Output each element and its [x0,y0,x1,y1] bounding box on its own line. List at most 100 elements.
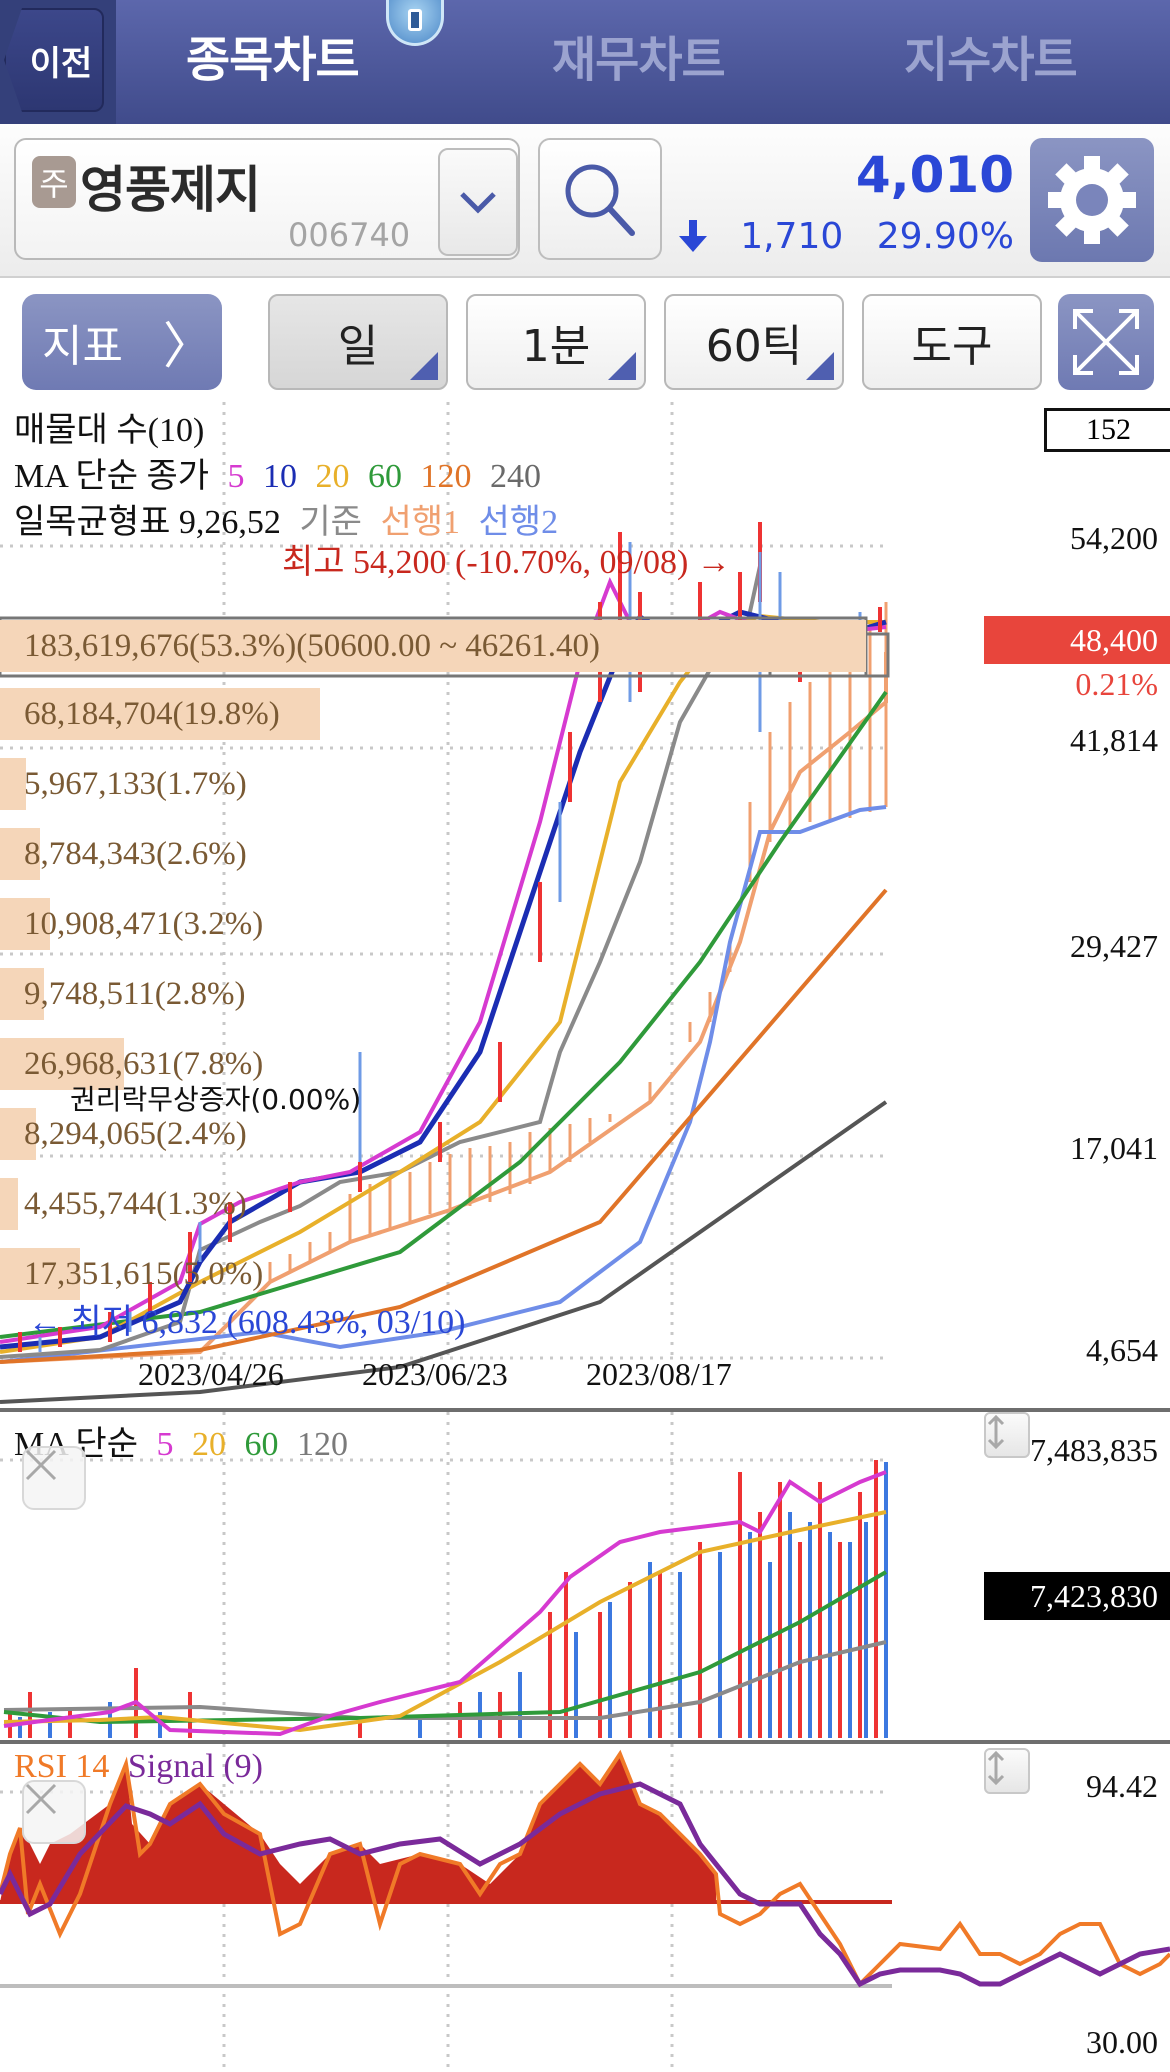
stock-dropdown-button[interactable] [438,148,518,256]
vertical-resize-icon [987,1414,1005,1450]
volume-profile-legend: 매물대 수(10) [14,412,205,449]
ma-20-label: 20 [315,458,350,495]
rsi-chart-panel[interactable]: RSI 14 Signal (9) 94.42 30.00 [0,1744,1170,2072]
expand-button[interactable] [1058,294,1154,390]
volume-profile-bar: 8,294,065(2.4%) [0,1108,247,1160]
ichimoku-span2-label: 선행2 [478,504,559,541]
volume-y-max-label: 7,483,835 [1030,1432,1158,1468]
chevron-down-icon [460,192,496,214]
tools-label: 도구 [911,321,993,372]
stock-code: 006740 [288,216,411,254]
tools-button[interactable]: 도구 [862,294,1042,390]
y-axis-label: 17,041 [1070,1130,1158,1166]
vol-ma-120-label: 120 [296,1426,348,1463]
stock-name: 영풍제지 [80,161,261,219]
volume-ma-legend: MA 단순 5 20 60 120 [14,1416,358,1465]
vol-ma-20-label: 20 [191,1426,226,1463]
indicator-button[interactable]: 지표 〉 [22,294,222,390]
price-change: 1,710 29.90% [678,216,1014,257]
close-rsi-panel-button[interactable] [22,1780,86,1844]
ma-10-label: 10 [263,458,298,495]
price-chart-panel[interactable]: 매물대 수(10) MA 단순 종가 5 10 20 60 120 240 일목… [0,402,1170,1410]
x-axis-label: 2023/04/26 [138,1356,284,1392]
period-day-button[interactable]: 일 [268,294,448,390]
y-axis-label: 29,427 [1070,928,1158,964]
tab-financial-chart[interactable]: 재무차트 [552,32,726,88]
rsi-legend: RSI 14 Signal (9) [14,1748,273,1786]
phone-rotate-icon[interactable] [386,0,444,46]
volume-profile-bar: 17,351,615(5.0%) [0,1248,263,1300]
dropdown-corner-icon [806,352,834,380]
ichimoku-base-label: 기준 [299,504,362,541]
price-chart-canvas[interactable] [0,402,1170,1410]
stock-selector[interactable]: 주 영풍제지 006740 [14,138,520,260]
vol-ma-60-label: 60 [244,1426,279,1463]
back-button[interactable]: 이전 [4,8,104,112]
x-axis-label: 2023/08/17 [586,1356,732,1392]
down-arrow-icon [678,220,707,252]
current-price-tag: 48,400 [984,616,1170,664]
volume-profile-bar: 5,967,133(1.7%) [0,758,247,810]
low-price-annotation: ← 최저 6,832 (608.43%, 03/10) [28,1304,466,1341]
minute-button[interactable]: 1분 [466,294,646,390]
volume-profile-bar: 4,455,744(1.3%) [0,1178,247,1230]
volume-profile-bar: 9,748,511(2.8%) [0,968,246,1020]
indicator-label: 지표 [42,321,123,372]
search-icon [565,164,635,236]
rsi-label: RSI 14 [14,1748,110,1785]
current-change-tag: 0.21% [1075,666,1158,702]
y-axis-label: 54,200 [1070,520,1158,556]
vol-ma-5-label: 5 [156,1426,174,1463]
period-day-label: 일 [337,321,379,372]
search-button[interactable] [538,138,662,260]
volume-chart-canvas[interactable] [0,1412,1170,1740]
gear-icon [1048,156,1136,244]
tab-stock-chart[interactable]: 종목차트 [186,32,360,88]
ma-5-label: 5 [227,458,245,495]
resize-volume-panel-button[interactable] [984,1412,1030,1458]
high-price-annotation: 최고 54,200 (-10.70%, 09/08) → [282,544,731,581]
rsi-y-min-label: 30.00 [1086,2024,1158,2060]
resize-rsi-panel-button[interactable] [984,1748,1030,1794]
ichimoku-prefix: 일목균형표 9,26,52 [14,504,281,541]
change-rate: 29.90% [876,216,1014,257]
volume-profile-bar: 183,619,676(53.3%)(50600.00 ~ 46261.40) [0,620,866,672]
volume-current-tag: 7,423,830 [984,1572,1170,1620]
tick-label: 60틱 [705,321,803,372]
stock-info-bar: 주 영풍제지 006740 4,010 1,710 29.90% [0,124,1170,278]
y-axis-label: 41,814 [1070,722,1158,758]
x-axis-label: 2023/06/23 [362,1356,508,1392]
stock-type-badge: 주 [32,156,76,208]
rsi-chart-canvas[interactable] [0,1744,1170,2072]
ma-legend-prefix: MA 단순 종가 [14,458,210,495]
tick-button[interactable]: 60틱 [664,294,844,390]
ma-240-label: 240 [490,458,542,495]
rsi-y-max-label: 94.42 [1086,1768,1158,1804]
signal-label: Signal (9) [127,1748,263,1785]
current-price: 4,010 [855,146,1014,204]
rights-issue-annotation: 권리락무상증자(0.00%) [70,1083,362,1116]
dropdown-corner-icon [608,352,636,380]
chevron-right-icon: 〉 [162,317,213,375]
ma-60-label: 60 [368,458,403,495]
close-icon [25,1783,57,1815]
panel-divider[interactable] [0,1740,1170,1744]
volume-chart-panel[interactable]: MA 단순 5 20 60 120 7,483,835 7,423,830 [0,1412,1170,1740]
minute-label: 1분 [521,321,591,372]
volume-profile-bar: 10,908,471(3.2%) [0,898,263,950]
dropdown-corner-icon [410,352,438,380]
y-axis-label: 4,654 [1086,1332,1158,1368]
close-volume-panel-button[interactable] [22,1446,86,1510]
ichimoku-span1-label: 선행1 [380,504,461,541]
volume-profile-bar: 8,784,343(2.6%) [0,828,247,880]
ichimoku-legend: 일목균형표 9,26,52 기준 선행1 선행2 [14,494,568,543]
ma-legend: MA 단순 종가 5 10 20 60 120 240 [14,448,551,497]
settings-button[interactable] [1030,138,1154,262]
back-button-area: 이전 [0,0,116,124]
ma-120-label: 120 [420,458,472,495]
tab-index-chart[interactable]: 지수차트 [904,32,1078,88]
change-amount: 1,710 [740,216,844,257]
volume-profile-bar: 68,184,704(19.8%) [0,688,320,740]
vertical-resize-icon [987,1750,1005,1786]
panel-divider[interactable] [0,1408,1170,1412]
